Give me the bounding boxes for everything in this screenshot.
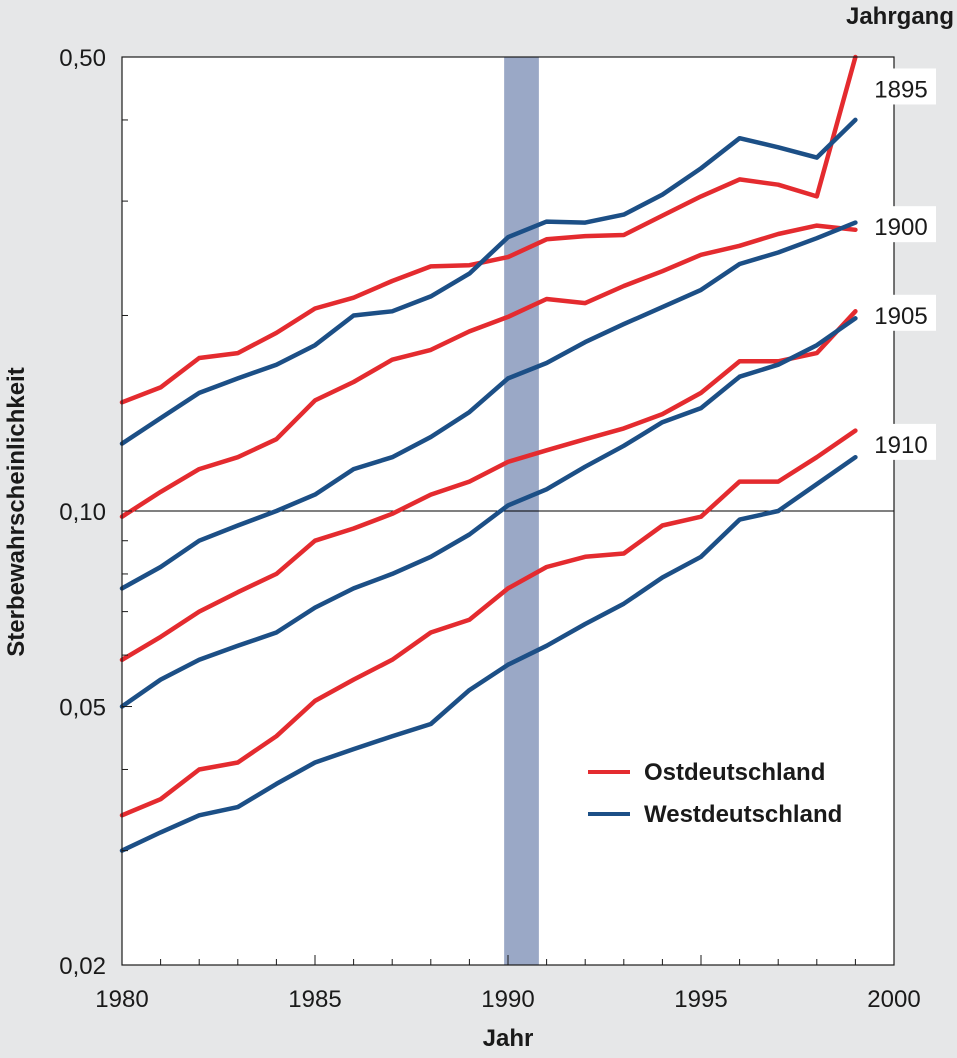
x-tick-label: 1995 xyxy=(674,986,727,1013)
legend-label-west: Westdeutschland xyxy=(644,801,842,828)
cohort-label-1910: 1910 xyxy=(874,432,927,459)
series-line-ost-1905 xyxy=(119,309,858,663)
cohort-label-bg xyxy=(866,423,936,460)
cohort-label-1905: 1905 xyxy=(874,303,927,330)
cohort-header: Jahrgang xyxy=(846,3,954,30)
x-axis-title: Jahr xyxy=(483,1025,534,1052)
y-tick-label: 0,02 xyxy=(59,953,106,980)
legend: Ostdeutschland Westdeutschland xyxy=(588,759,842,828)
x-tick-label: 1980 xyxy=(95,986,148,1013)
cohort-label-bg xyxy=(866,294,936,331)
series-line-west-1905 xyxy=(119,316,858,709)
x-tick-label: 2000 xyxy=(867,986,920,1013)
series-line-ost-1900 xyxy=(119,223,858,519)
legend-label-ost: Ostdeutschland xyxy=(644,759,825,786)
y-tick-label: 0,50 xyxy=(59,45,106,72)
series-line-ost-1910 xyxy=(119,428,858,818)
cohort-label-1900: 1900 xyxy=(874,214,927,241)
x-tick-label: 1985 xyxy=(288,986,341,1013)
series-line-west-1910 xyxy=(119,454,858,853)
series-line-west-1900 xyxy=(119,220,858,591)
x-tick-label: 1990 xyxy=(481,986,534,1013)
cohort-label-bg xyxy=(866,68,936,105)
y-tick-label: 0,10 xyxy=(59,499,106,526)
series-line-ost-1895 xyxy=(119,54,858,405)
y-axis-title: Sterbewahrscheinlichkeit xyxy=(3,367,30,656)
cohort-label-1895: 1895 xyxy=(874,76,927,103)
series-line-west-1895 xyxy=(119,117,858,446)
cohort-label-bg xyxy=(866,206,936,243)
y-tick-label: 0,05 xyxy=(59,695,106,722)
